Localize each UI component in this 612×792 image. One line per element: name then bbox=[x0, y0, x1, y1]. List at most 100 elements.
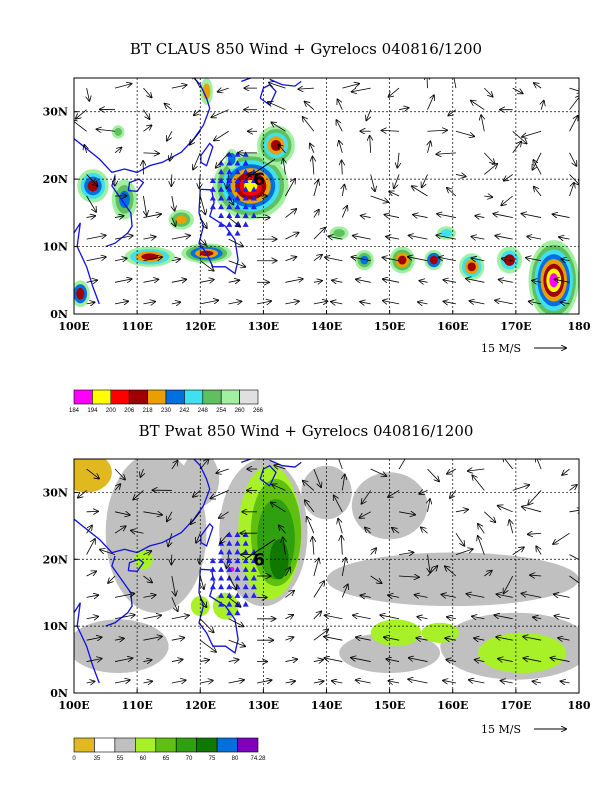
colorbar-label-4: 218 bbox=[143, 408, 154, 414]
wind-vector-5 bbox=[228, 680, 244, 683]
wind-vector-184 bbox=[199, 459, 208, 470]
gyre-location-43 bbox=[242, 159, 249, 166]
wind-vector-124 bbox=[536, 547, 542, 555]
wind-vector-17 bbox=[561, 681, 570, 683]
gyre-location-24 bbox=[218, 186, 225, 192]
x-tick-label: 120E bbox=[185, 699, 216, 712]
colorbar-swatch-4 bbox=[155, 737, 177, 753]
wind-vector-31 bbox=[446, 660, 456, 662]
wind-vector-1 bbox=[114, 301, 128, 304]
wind-vector-68 bbox=[472, 616, 485, 618]
wind-vector-146 bbox=[143, 125, 151, 132]
wind-vector-49 bbox=[439, 257, 456, 260]
wind-vector-65 bbox=[380, 615, 400, 620]
wind-vector-154 bbox=[359, 511, 371, 518]
wind-vector-85 bbox=[437, 214, 456, 218]
wind-vector-34 bbox=[523, 658, 542, 662]
colorbar-label-6: 75 bbox=[209, 756, 216, 762]
wind-vector-129 bbox=[168, 533, 172, 546]
pwat-shade-11 bbox=[250, 478, 302, 587]
wind-vector-20 bbox=[143, 660, 151, 662]
gyre-location-46 bbox=[242, 151, 249, 157]
x-tick-label: 180 bbox=[568, 320, 591, 333]
wind-vector-6 bbox=[256, 301, 271, 304]
wind-vector-9 bbox=[332, 681, 343, 683]
wind-vector-149 bbox=[219, 511, 229, 518]
wind-vector-183 bbox=[171, 85, 187, 88]
wind-vector-195 bbox=[512, 87, 523, 93]
wind-vector-130 bbox=[196, 533, 200, 542]
storm-marker-label: 6 bbox=[253, 170, 265, 190]
wind-vector-58 bbox=[199, 238, 206, 245]
wind-vector-6 bbox=[256, 680, 271, 683]
wind-vector-32 bbox=[466, 279, 485, 283]
wind-vector-160 bbox=[522, 130, 542, 137]
wind-vector-143 bbox=[553, 532, 570, 544]
wind-vector-119 bbox=[394, 174, 400, 188]
plot-area: 6 bbox=[74, 78, 579, 314]
wind-vector-48 bbox=[416, 638, 428, 640]
wind-vector-159 bbox=[512, 130, 527, 143]
wind-vector-117 bbox=[342, 160, 343, 175]
gyre-location-32 bbox=[234, 557, 241, 564]
colorbar-label-10: 266 bbox=[253, 408, 264, 414]
wind-vector-23 bbox=[228, 280, 240, 282]
x-tick-label: 140E bbox=[311, 320, 342, 333]
colorbar-label-8: 74.28 bbox=[250, 756, 266, 762]
colorbar-swatch-7 bbox=[216, 737, 238, 753]
cloud-shade-10-2 bbox=[360, 255, 369, 265]
wind-vector-197 bbox=[569, 88, 579, 92]
wind-vector-181 bbox=[114, 468, 125, 479]
wind-vector-82 bbox=[361, 216, 371, 218]
cloud-shade-3-3 bbox=[141, 253, 159, 261]
colorbar-swatch-1 bbox=[94, 737, 116, 753]
gyre-location-2 bbox=[218, 601, 225, 607]
wind-vector-67 bbox=[447, 617, 456, 619]
wind-vector-84 bbox=[413, 215, 428, 218]
gyre-location-41 bbox=[226, 159, 233, 166]
wind-vector-119 bbox=[399, 552, 413, 554]
gyre-location-17 bbox=[209, 575, 216, 581]
wind-vector-183 bbox=[171, 461, 178, 470]
gyre-location-36 bbox=[226, 548, 233, 555]
pwat-shade-15 bbox=[478, 632, 567, 673]
gyre-location-43 bbox=[242, 540, 249, 546]
wind-vector-144 bbox=[74, 120, 87, 132]
x-tick-label: 120E bbox=[185, 320, 216, 333]
pwat-shade-16 bbox=[421, 622, 460, 643]
wind-vector-185 bbox=[218, 88, 229, 92]
wind-vector-111 bbox=[171, 174, 172, 186]
wind-vector-158 bbox=[481, 115, 484, 132]
wind-vector-4 bbox=[200, 680, 212, 682]
wind-vector-95 bbox=[228, 195, 234, 205]
wind-vector-20 bbox=[143, 279, 158, 282]
gyre-location-1 bbox=[234, 230, 241, 236]
wind-vector-4 bbox=[200, 300, 218, 305]
wind-vector-116 bbox=[312, 157, 313, 175]
colorbar-swatch-8 bbox=[237, 737, 259, 753]
colorbar-label-3: 60 bbox=[140, 756, 147, 762]
wind-vector-25 bbox=[285, 279, 302, 282]
gyre-location-24 bbox=[218, 566, 225, 572]
wind-vector-91 bbox=[108, 575, 116, 583]
gyre-location-27 bbox=[242, 566, 249, 572]
wind-vector-25 bbox=[285, 659, 297, 661]
wind-vector-33 bbox=[498, 659, 513, 662]
wind-vector-54 bbox=[86, 235, 106, 240]
wind-vector-177 bbox=[512, 485, 529, 491]
wind-vector-12 bbox=[418, 302, 428, 304]
gyre-location-34 bbox=[250, 177, 257, 183]
wind-vector-38 bbox=[143, 637, 161, 641]
wind-vector-139 bbox=[436, 153, 456, 154]
wind-vector-126 bbox=[86, 526, 92, 534]
wind-vector-49 bbox=[445, 638, 456, 640]
storm-track bbox=[244, 158, 276, 180]
wind-vector-131 bbox=[220, 532, 229, 543]
wind-vector-127 bbox=[114, 526, 126, 534]
gyre-location-33 bbox=[242, 557, 249, 564]
wind-vector-29 bbox=[386, 659, 400, 662]
wind-vector-0 bbox=[86, 681, 95, 683]
gyre-location-2 bbox=[218, 221, 225, 227]
wind-vector-118 bbox=[370, 548, 376, 555]
x-tick-label: 130E bbox=[248, 699, 279, 712]
